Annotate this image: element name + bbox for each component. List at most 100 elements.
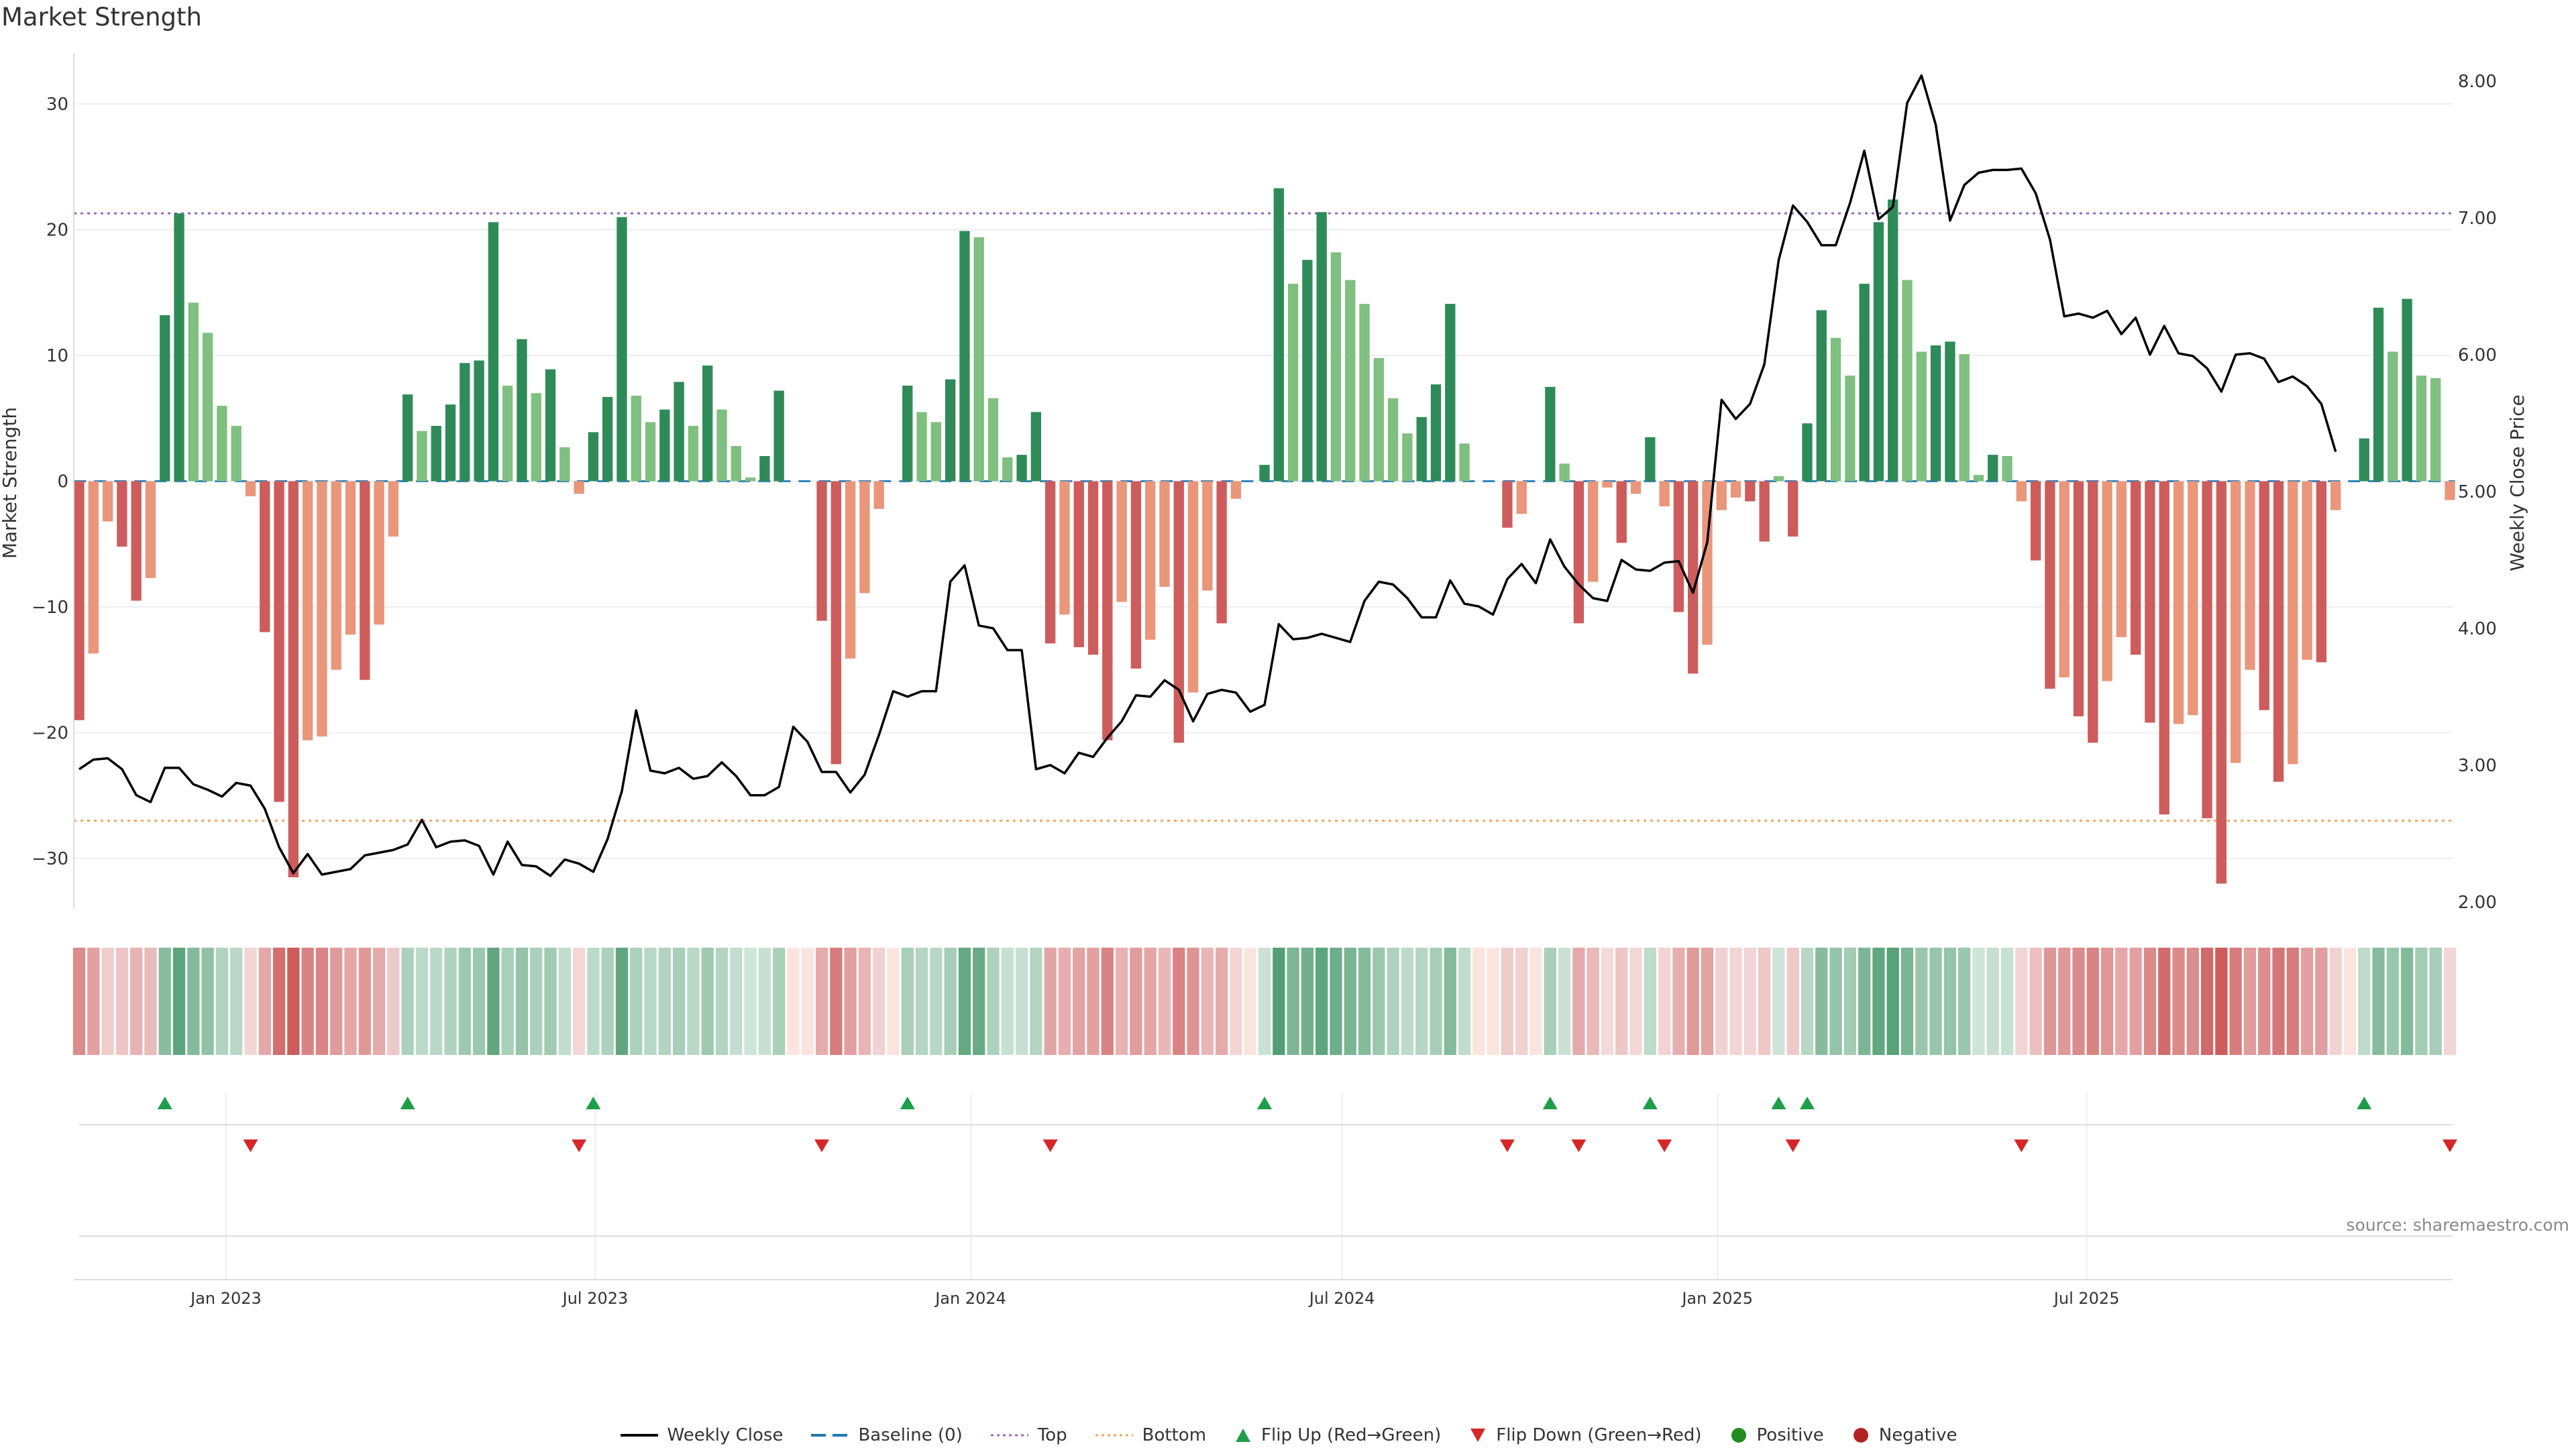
flip-down-marker: [2014, 1139, 2029, 1152]
heat-cell: [1472, 948, 1485, 1055]
axes: Market Strength Weekly Close Price 30 20 1…: [0, 54, 2528, 1308]
strength-bar: [916, 412, 927, 482]
heat-cell: [2015, 948, 2028, 1055]
strength-heat-strip: [72, 948, 2457, 1055]
strength-bar: [360, 481, 370, 680]
heat-cell: [1558, 948, 1571, 1055]
circle-icon: [1731, 1428, 1746, 1443]
heat-cell: [930, 948, 943, 1055]
heat-cell: [572, 948, 586, 1055]
heat-cell: [172, 948, 186, 1055]
heat-cell: [301, 948, 314, 1055]
heat-cell: [115, 948, 129, 1055]
y2-tick-label: 2.00: [2458, 893, 2497, 913]
y-tick-label: 10: [46, 346, 68, 366]
flip-markers: [74, 1097, 2457, 1280]
strength-bar: [616, 217, 627, 482]
legend-item-positive: Positive: [1729, 1425, 1824, 1445]
heat-cell: [472, 948, 486, 1055]
x-tick-label: Jul 2025: [2053, 1289, 2120, 1308]
x-tick-label: Jul 2023: [561, 1289, 629, 1308]
legend-item-weekly-close: Weekly Close: [619, 1425, 783, 1445]
heat-cell: [630, 948, 643, 1055]
y2-tick-label: 3.00: [2458, 756, 2497, 776]
heat-cell: [558, 948, 571, 1055]
heat-cell: [1316, 948, 1328, 1055]
strength-bar: [2073, 481, 2084, 717]
strength-bar: [1287, 284, 1299, 482]
heat-cell: [1287, 948, 1299, 1055]
strength-bar: [2359, 438, 2369, 482]
strength-bar: [1559, 463, 1570, 482]
strength-bar: [1902, 280, 1913, 482]
legend-item-flip-down: Flip Down (Green→Red): [1468, 1425, 1702, 1445]
strength-bar: [1516, 481, 1527, 514]
strength-bar: [2130, 481, 2141, 655]
strength-bar: [160, 315, 170, 482]
heat-cell: [744, 948, 757, 1055]
legend-line-dashed-icon: [811, 1434, 849, 1437]
legend-item-baseline: Baseline (0): [810, 1425, 963, 1445]
heat-cell: [601, 948, 614, 1055]
legend-item-flip-up: Flip Up (Red→Green): [1233, 1425, 1441, 1445]
strength-bar: [1573, 481, 1585, 624]
heat-cell: [1715, 948, 1728, 1055]
strength-bar: [645, 422, 656, 482]
heat-cell: [2243, 948, 2257, 1055]
strength-bar: [1973, 475, 1984, 482]
strength-bar: [2330, 481, 2341, 510]
strength-bar: [2445, 481, 2455, 500]
strength-bar: [1502, 481, 1513, 528]
heat-cell: [658, 948, 672, 1055]
flip-down-marker: [1657, 1139, 1672, 1152]
legend-label: Positive: [1756, 1425, 1824, 1445]
y-tick-label: −30: [32, 849, 68, 869]
strength-bar: [602, 396, 613, 482]
heat-cell: [244, 948, 257, 1055]
strength-bar: [2145, 481, 2155, 723]
heat-cell: [415, 948, 429, 1055]
flip-down-marker: [1499, 1139, 1515, 1152]
heat-cell: [2415, 948, 2428, 1055]
heat-cell: [758, 948, 771, 1055]
heat-cell: [1601, 948, 1614, 1055]
flip-down-marker: [243, 1139, 258, 1152]
heat-cell: [1729, 948, 1742, 1055]
strength-bar: [1816, 310, 1827, 482]
flip-up-marker: [2357, 1097, 2372, 1109]
y2-axis-label: Weekly Close Price: [2506, 394, 2528, 571]
strength-bar: [302, 481, 313, 740]
strength-bar: [773, 390, 784, 482]
heat-cell: [1173, 948, 1185, 1055]
strength-bar: [1759, 481, 1770, 542]
heat-cell: [2286, 948, 2299, 1055]
legend-item-top: Top: [989, 1425, 1067, 1445]
heat-cell: [958, 948, 971, 1055]
strength-bar: [1116, 481, 1127, 602]
strength-bar: [1888, 199, 1898, 482]
strength-bar: [2016, 481, 2027, 502]
heat-cell: [1015, 948, 1028, 1055]
x-tick-label: Jul 2024: [1308, 1289, 1375, 1308]
y-tick-label: −20: [32, 724, 68, 744]
heat-cell: [1401, 948, 1414, 1055]
heat-cell: [501, 948, 514, 1055]
heat-cell: [201, 948, 214, 1055]
flip-up-marker: [157, 1097, 172, 1109]
strength-bar: [217, 406, 227, 482]
flip-down-marker: [1785, 1139, 1801, 1152]
strength-bar: [1302, 260, 1313, 482]
strength-bar: [474, 360, 484, 482]
heat-cell: [2029, 948, 2042, 1055]
heat-cell: [2058, 948, 2071, 1055]
heat-cell: [1487, 948, 1499, 1055]
heat-cell: [715, 948, 729, 1055]
strength-bar: [2088, 481, 2098, 743]
strength-bar: [1359, 304, 1370, 482]
heat-cell: [144, 948, 157, 1055]
heat-cell: [1273, 948, 1285, 1055]
heat-cell: [944, 948, 957, 1055]
strength-bar: [1173, 481, 1184, 743]
legend-line-dotted-icon: [990, 1434, 1028, 1437]
heat-cell: [2215, 948, 2228, 1055]
